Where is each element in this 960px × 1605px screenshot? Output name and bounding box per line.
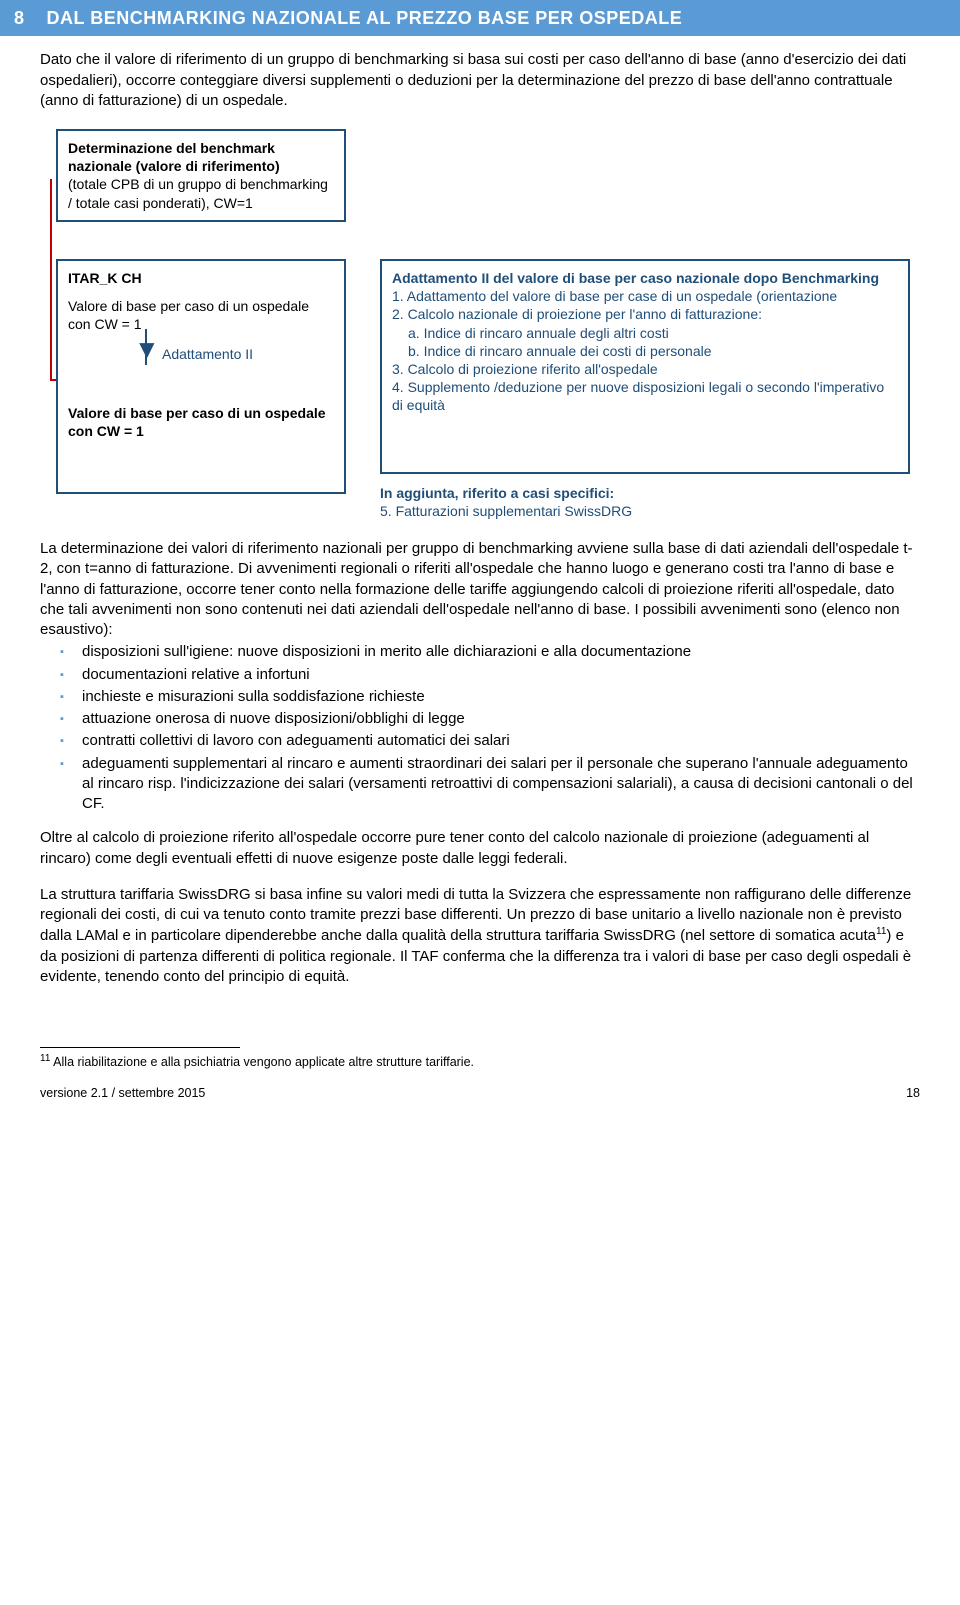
list-item: adeguamenti supplementari al rincaro e a… [82, 754, 920, 815]
footer-page-number: 18 [906, 1085, 920, 1102]
adatt-i4: 4. Supplemento /deduzione per nuove disp… [392, 378, 898, 414]
adatt-i1: 1. Adattamento del valore di base per ca… [392, 287, 898, 305]
list-item: documentazioni relative a infortuni [82, 665, 920, 685]
footnote-separator [40, 1047, 240, 1048]
body-p3a: La struttura tariffaria SwissDRG si basa… [40, 886, 911, 945]
footer-version: versione 2.1 / settembre 2015 [40, 1085, 205, 1102]
addendum-i5: 5. Fatturazioni supplementari SwissDRG [380, 502, 910, 520]
list-item: disposizioni sull'igiene: nuove disposiz… [82, 642, 920, 662]
page-content: Dato che il valore di riferimento di un … [0, 36, 960, 1071]
bullet-list: disposizioni sull'igiene: nuove disposiz… [40, 642, 920, 814]
intro-paragraph: Dato che il valore di riferimento di un … [40, 50, 920, 111]
adatt-i2: 2. Calcolo nazionale di proiezione per l… [392, 305, 898, 323]
footnote-ref: 11 [876, 926, 886, 937]
body-p3: La struttura tariffaria SwissDRG si basa… [40, 885, 920, 987]
list-item: inchieste e misurazioni sulla soddisfazi… [82, 687, 920, 707]
benchmark-sub: (totale CPB di un gruppo di benchmarking… [68, 175, 334, 211]
addendum-title: In aggiunta, riferito a casi specifici: [380, 484, 910, 502]
itark-box: ITAR_K CH Valore di base per caso di un … [56, 259, 346, 494]
section-header: 8 DAL BENCHMARKING NAZIONALE AL PREZZO B… [0, 0, 960, 36]
page-footer: versione 2.1 / settembre 2015 18 [0, 1085, 960, 1110]
footnote-mark: 11 [40, 1053, 50, 1064]
list-item: attuazione onerosa di nuove disposizioni… [82, 709, 920, 729]
adattamento-label: Adattamento II [162, 345, 253, 364]
benchmark-title: Determinazione del benchmark nazionale (… [68, 139, 334, 175]
adatt-title: Adattamento II del valore di base per ca… [392, 269, 898, 287]
benchmark-box: Determinazione del benchmark nazionale (… [56, 129, 346, 222]
body-p1: La determinazione dei valori di riferime… [40, 539, 920, 640]
diagram: Determinazione del benchmark nazionale (… [50, 129, 920, 519]
footnote-text: Alla riabilitazione e alla psichiatria v… [50, 1055, 474, 1069]
connector [50, 179, 52, 379]
section-title: DAL BENCHMARKING NAZIONALE AL PREZZO BAS… [47, 8, 683, 28]
footnote: 11 Alla riabilitazione e alla psichiatri… [40, 1052, 920, 1071]
itark-line1: Valore di base per caso di un ospedale c… [68, 297, 334, 333]
itark-line2: Valore di base per caso di un ospedale c… [68, 404, 334, 440]
section-number: 8 [14, 8, 25, 28]
adattamento-box: Adattamento II del valore di base per ca… [380, 259, 910, 474]
itark-title: ITAR_K CH [68, 269, 334, 287]
addendum-block: In aggiunta, riferito a casi specifici: … [380, 484, 910, 520]
body-p2: Oltre al calcolo di proiezione riferito … [40, 828, 920, 869]
adatt-i3: 3. Calcolo di proiezione riferito all'os… [392, 360, 898, 378]
adatt-i2a: a. Indice di rincaro annuale degli altri… [408, 324, 898, 342]
adatt-i2b: b. Indice di rincaro annuale dei costi d… [408, 342, 898, 360]
list-item: contratti collettivi di lavoro con adegu… [82, 731, 920, 751]
